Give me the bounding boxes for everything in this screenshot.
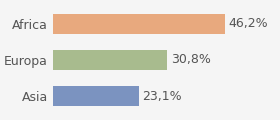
Text: 23,1%: 23,1% xyxy=(143,90,182,102)
Text: 30,8%: 30,8% xyxy=(171,54,211,66)
Bar xyxy=(53,86,139,106)
Bar xyxy=(53,14,225,34)
Text: 46,2%: 46,2% xyxy=(228,18,268,30)
Bar xyxy=(53,50,167,70)
